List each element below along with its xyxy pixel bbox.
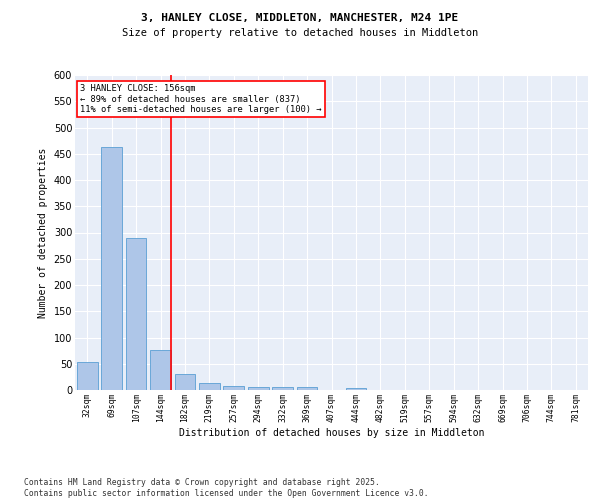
Bar — [175, 374, 196, 390]
Bar — [199, 382, 220, 390]
Bar — [150, 350, 171, 390]
Bar — [125, 238, 146, 390]
Bar — [77, 362, 98, 390]
Text: 3, HANLEY CLOSE, MIDDLETON, MANCHESTER, M24 1PE: 3, HANLEY CLOSE, MIDDLETON, MANCHESTER, … — [142, 12, 458, 22]
Text: Contains HM Land Registry data © Crown copyright and database right 2025.
Contai: Contains HM Land Registry data © Crown c… — [24, 478, 428, 498]
Bar — [346, 388, 367, 390]
Bar — [296, 388, 317, 390]
Y-axis label: Number of detached properties: Number of detached properties — [38, 148, 48, 318]
Bar — [101, 148, 122, 390]
Bar — [248, 387, 269, 390]
Bar — [223, 386, 244, 390]
Text: Size of property relative to detached houses in Middleton: Size of property relative to detached ho… — [122, 28, 478, 38]
Text: 3 HANLEY CLOSE: 156sqm
← 89% of detached houses are smaller (837)
11% of semi-de: 3 HANLEY CLOSE: 156sqm ← 89% of detached… — [80, 84, 322, 114]
Bar — [272, 388, 293, 390]
X-axis label: Distribution of detached houses by size in Middleton: Distribution of detached houses by size … — [179, 428, 484, 438]
